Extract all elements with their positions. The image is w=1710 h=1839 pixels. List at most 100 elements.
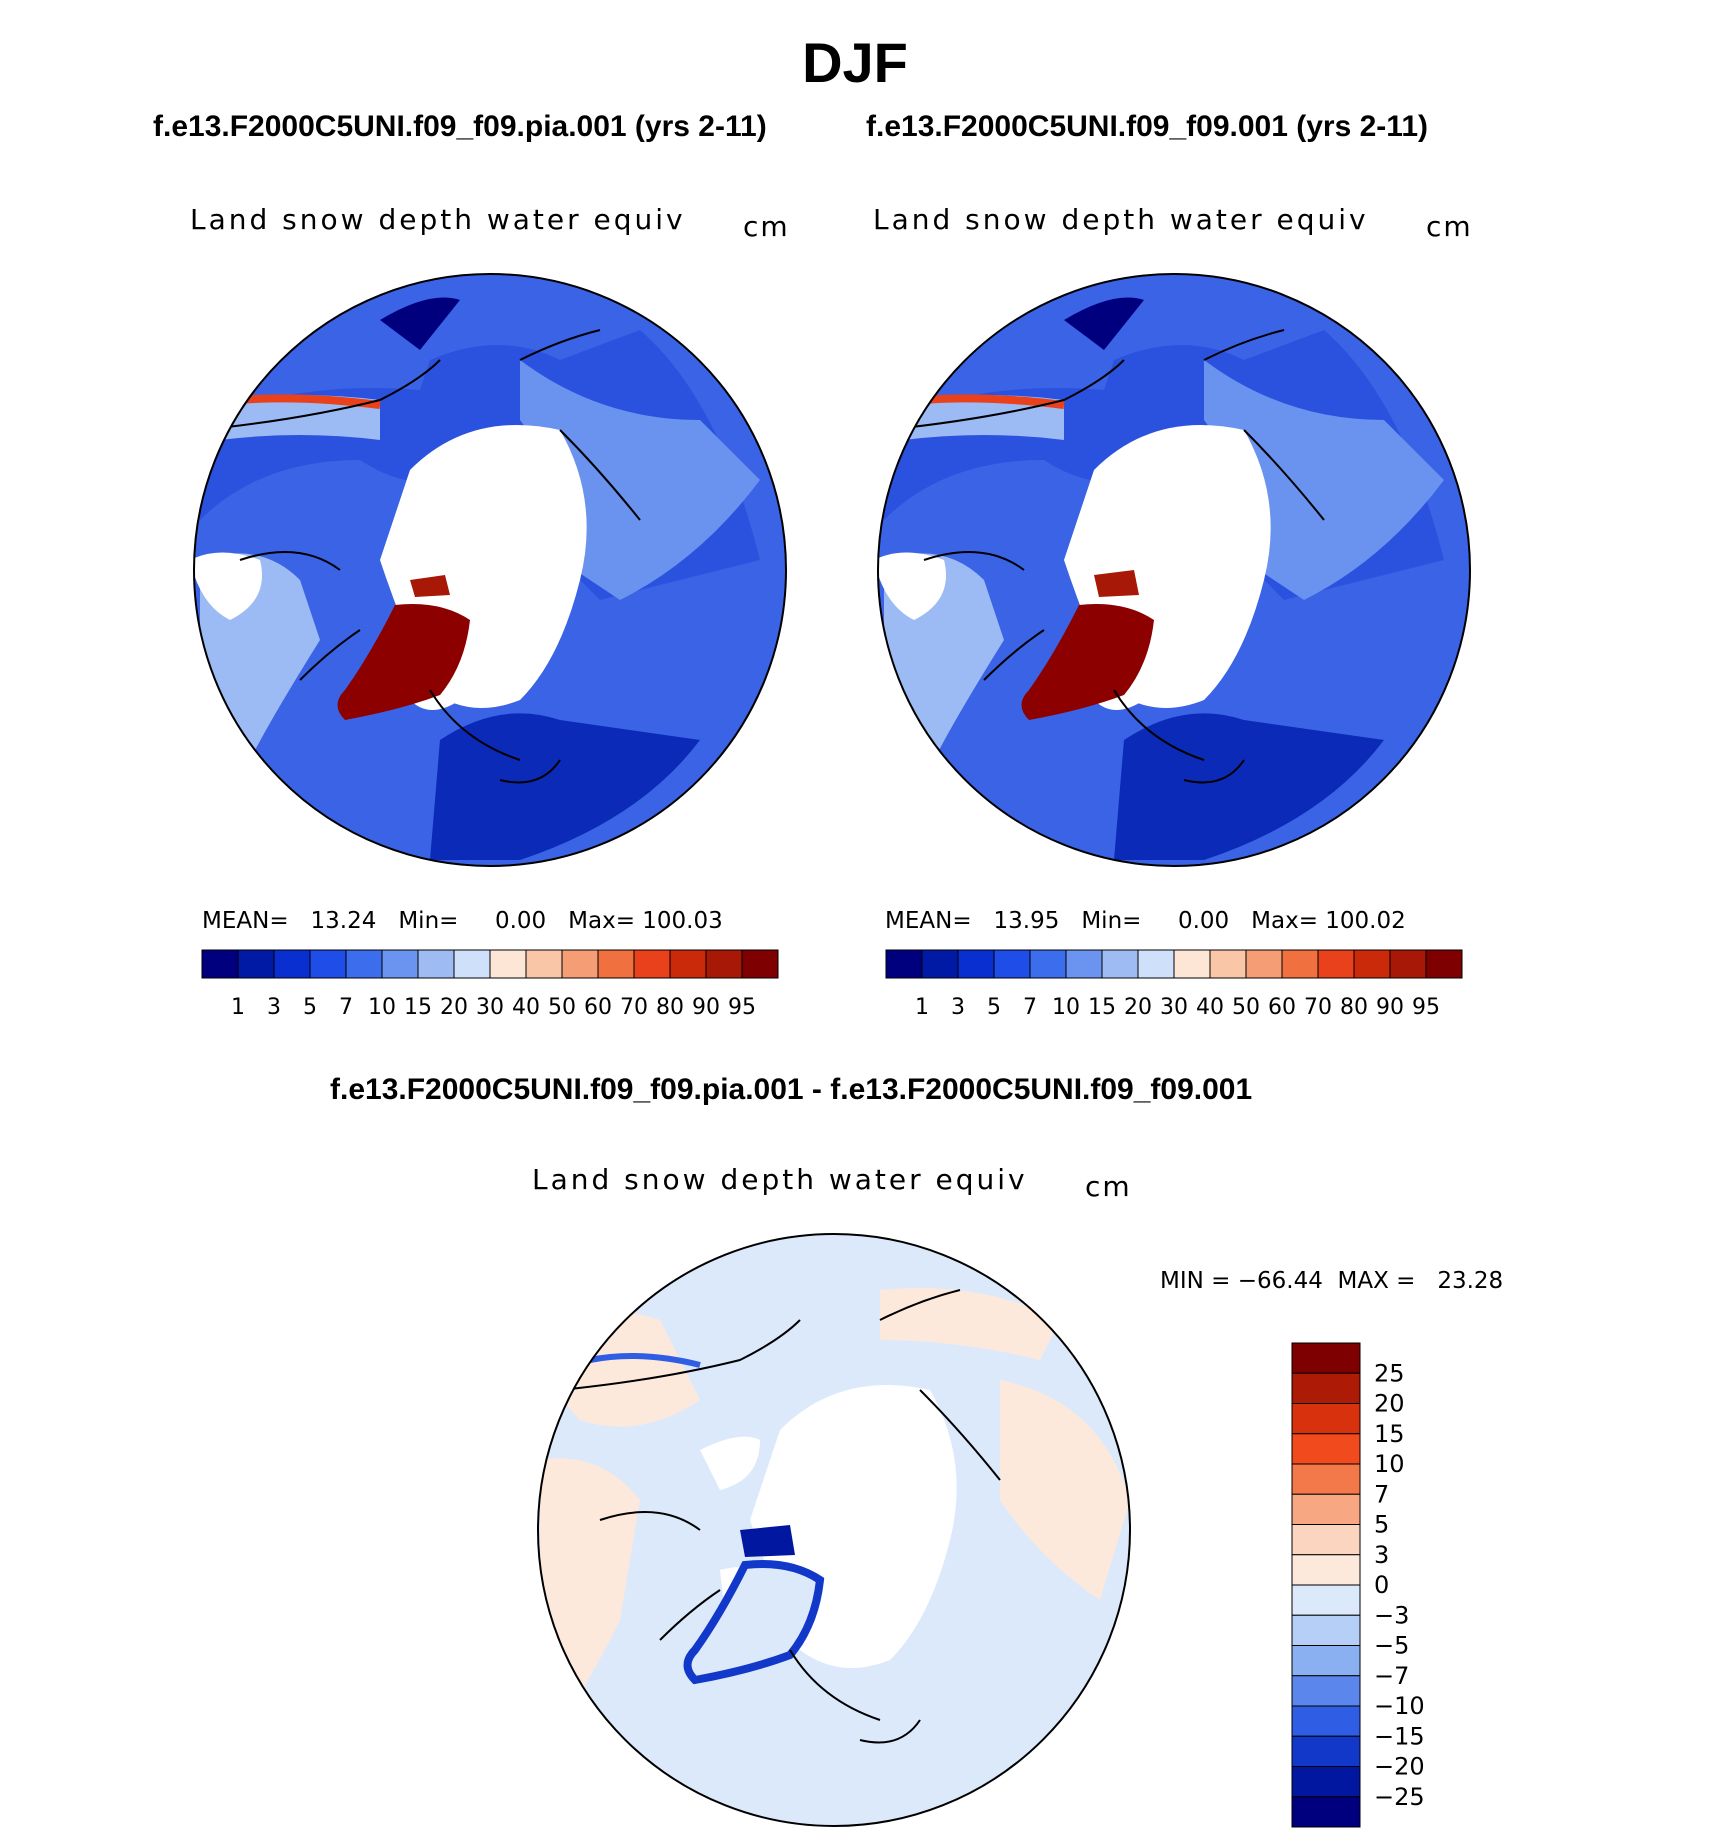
left-colorbar-tick-label: 30	[476, 995, 504, 1020]
diff-coastlines	[559, 1289, 1001, 1744]
left-colorbar-tick-label: 3	[267, 995, 281, 1020]
diff-colorbar-tick-label: −10	[1374, 1692, 1425, 1720]
diff-colorbar-tick-label: −5	[1374, 1632, 1409, 1660]
right-colorbar-swatch	[1389, 949, 1427, 979]
left-colorbar-swatch	[345, 949, 383, 979]
left-case-title: f.e13.F2000C5UNI.f09_f09.pia.001 (yrs 2-…	[153, 110, 767, 143]
diff-max-value: 23.28	[1437, 1268, 1504, 1294]
right-colorbar-swatch	[957, 949, 995, 979]
left-max-label: Max=	[568, 908, 635, 934]
left-colorbar-swatch	[201, 949, 239, 979]
right-colorbar-tick-label: 20	[1124, 995, 1152, 1020]
left-units-label: cm	[743, 210, 790, 243]
right-colorbar-tick-label: 50	[1232, 995, 1260, 1020]
diff-colorbar-tick-label: 0	[1374, 1571, 1389, 1599]
left-colorbar-tick-label: 80	[656, 995, 684, 1020]
left-colorbar-tick-label: 5	[303, 995, 317, 1020]
right-colorbar-swatch	[1353, 949, 1391, 979]
right-colorbar: 1 3 5 7 10 15 20 30 40 50 60 70 80 90 95	[885, 949, 1463, 1020]
right-coastlines	[883, 329, 1325, 784]
right-colorbar-tick-label: 5	[987, 995, 1001, 1020]
diff-colorbar-swatch	[1291, 1735, 1361, 1767]
left-colorbar-tick-label: 90	[692, 995, 720, 1020]
right-colorbar-tick-label: 15	[1088, 995, 1116, 1020]
diff-colorbar-tick-label: 15	[1374, 1420, 1405, 1448]
diff-colorbar-swatch	[1291, 1675, 1361, 1707]
right-map	[878, 274, 1470, 866]
right-colorbar-swatch	[1281, 949, 1319, 979]
right-min-value: 0.00	[1177, 908, 1230, 934]
left-colorbar-swatch	[705, 949, 743, 979]
right-mean-label: MEAN=	[885, 908, 972, 934]
right-colorbar-tick-label: 70	[1304, 995, 1332, 1020]
right-max-label: Max=	[1251, 908, 1318, 934]
left-hudson-bay	[194, 552, 262, 620]
right-colorbar-swatch	[1209, 949, 1247, 979]
left-colorbar-swatch	[273, 949, 311, 979]
right-colorbar-swatch	[1425, 949, 1463, 979]
left-colorbar-swatch	[741, 949, 779, 979]
left-mean-label: MEAN=	[202, 908, 289, 934]
right-map-border	[877, 273, 1471, 867]
left-colorbar-swatch	[489, 949, 527, 979]
left-colorbar-tick-label: 50	[548, 995, 576, 1020]
diff-greenland	[683, 1560, 825, 1685]
right-max-value: 100.02	[1325, 908, 1406, 934]
left-colorbar-swatch	[561, 949, 599, 979]
left-greenland	[337, 604, 470, 720]
right-colorbar-swatch	[921, 949, 959, 979]
left-colorbar-tick-label: 40	[512, 995, 540, 1020]
diff-map	[538, 1234, 1130, 1826]
right-colorbar-swatch	[1245, 949, 1283, 979]
diff-colorbar-tick-label: −15	[1374, 1722, 1425, 1750]
left-stats: MEAN= 13.24 Min= 0.00 Max= 100.03	[202, 908, 723, 934]
left-colorbar-swatch	[633, 949, 671, 979]
left-ellesmere	[410, 575, 450, 597]
diff-colorbar-swatch	[1291, 1645, 1361, 1677]
left-colorbar-swatch	[597, 949, 635, 979]
right-colorbar-tick-label: 30	[1160, 995, 1188, 1020]
diff-colorbar-swatch	[1291, 1493, 1361, 1525]
right-colorbar-tick-label: 7	[1023, 995, 1037, 1020]
right-min-label: Min=	[1081, 908, 1142, 934]
left-colorbar-tick-label: 70	[620, 995, 648, 1020]
diff-colorbar-swatch	[1291, 1403, 1361, 1435]
right-colorbar-swatch	[1101, 949, 1139, 979]
right-colorbar-tick-label: 95	[1412, 995, 1440, 1020]
diff-colorbar-tick-label: −7	[1374, 1662, 1409, 1690]
left-colorbar-swatch	[237, 949, 275, 979]
left-field-label: Land snow depth water equiv	[190, 203, 686, 236]
diff-coast-cool-band	[589, 1353, 701, 1368]
right-colorbar-swatch	[885, 949, 923, 979]
left-min-label: Min=	[398, 908, 459, 934]
left-snow-region-e	[380, 297, 460, 350]
right-colorbar-swatch	[1029, 949, 1067, 979]
left-colorbar-tick-label: 10	[368, 995, 396, 1020]
diff-colorbar-tick-label: 10	[1374, 1450, 1405, 1478]
left-colorbar-tick-label: 20	[440, 995, 468, 1020]
diff-case-title: f.e13.F2000C5UNI.f09_f09.pia.001 - f.e13…	[330, 1073, 1253, 1106]
diff-colorbar-swatch	[1291, 1524, 1361, 1556]
left-colorbar-swatch	[453, 949, 491, 979]
diff-colorbar-tick-label: 7	[1374, 1480, 1389, 1508]
diff-colorbar-swatch	[1291, 1372, 1361, 1404]
diff-colorbar-tick-label: −3	[1374, 1601, 1409, 1629]
diff-min-value: −66.44	[1237, 1268, 1323, 1294]
diff-ellesmere	[740, 1525, 795, 1557]
left-colorbar-swatch	[381, 949, 419, 979]
left-colorbar-swatch	[417, 949, 455, 979]
right-colorbar-swatch	[1065, 949, 1103, 979]
diff-hudson-bay	[700, 1436, 760, 1490]
diff-field-label: Land snow depth water equiv	[532, 1163, 1028, 1196]
right-greenland	[1021, 604, 1154, 720]
diff-colorbar-swatch	[1291, 1433, 1361, 1465]
left-colorbar-tick-label: 15	[404, 995, 432, 1020]
right-colorbar-swatch	[1137, 949, 1175, 979]
left-coast-warm-band	[239, 394, 381, 409]
left-min-value: 0.00	[494, 908, 547, 934]
right-colorbar-tick-label: 1	[915, 995, 929, 1020]
right-hudson-bay	[878, 552, 946, 620]
right-snow-region-e	[1064, 297, 1144, 350]
